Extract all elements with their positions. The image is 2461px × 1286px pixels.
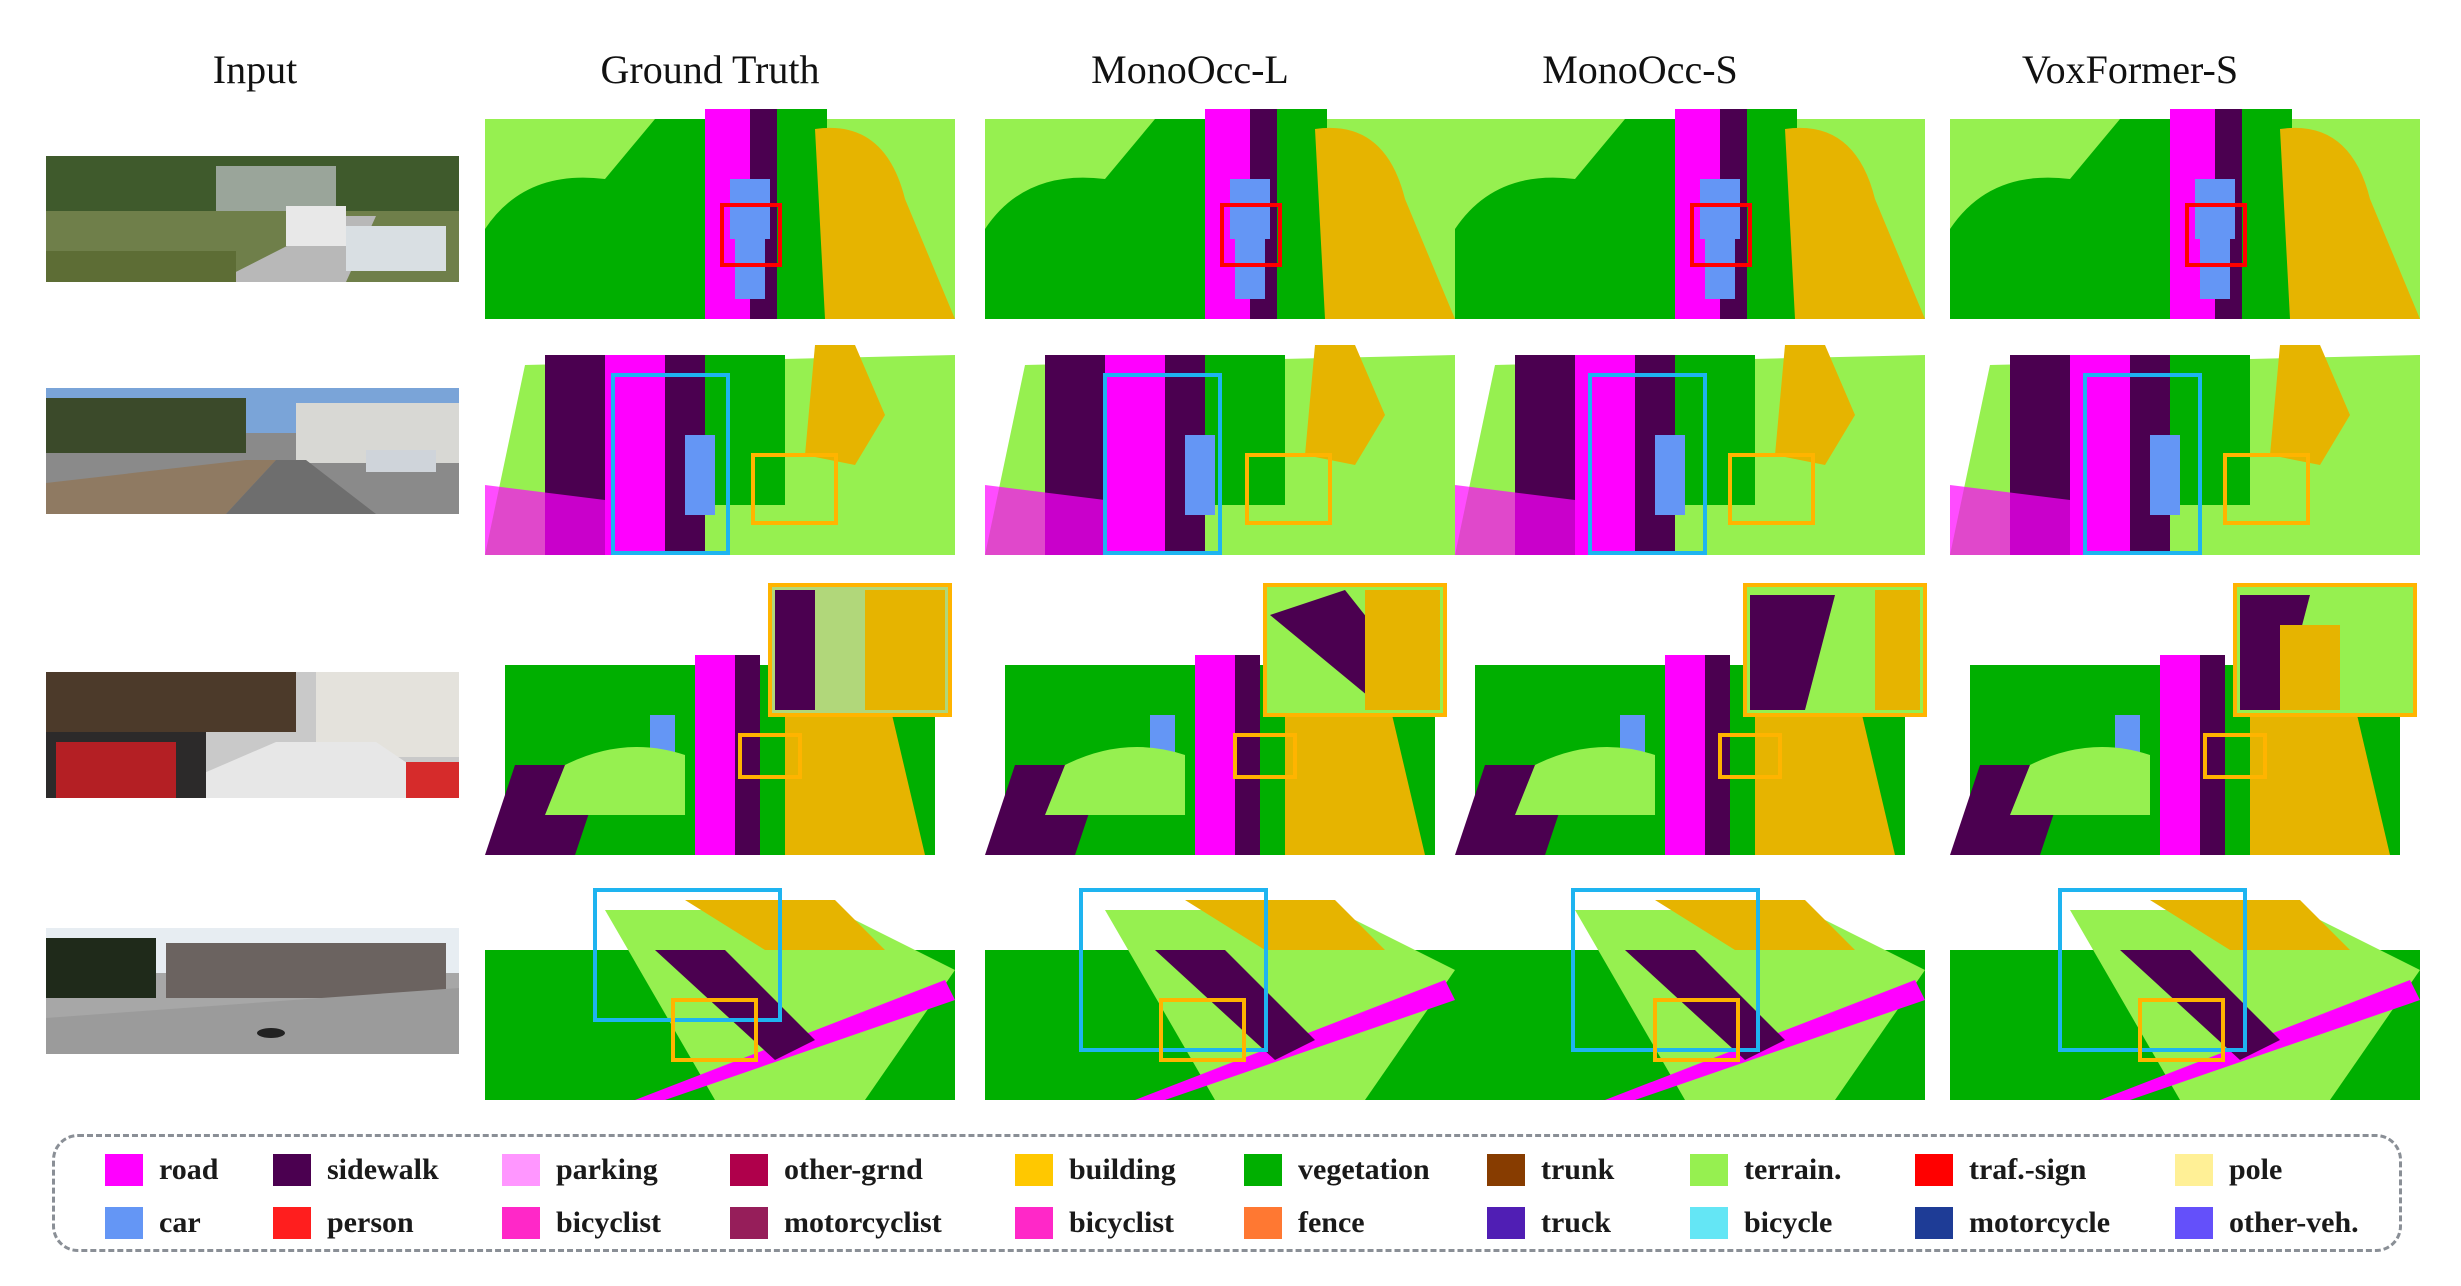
legend-label: other-grnd bbox=[784, 1153, 923, 1186]
legend-label: vegetation bbox=[1298, 1153, 1430, 1186]
legend-label: pole bbox=[2229, 1153, 2283, 1186]
legend-item-fence: fence bbox=[1244, 1205, 1365, 1241]
column-header-voxformer-s: VoxFormer-S bbox=[2021, 47, 2239, 92]
legend-swatch bbox=[1015, 1154, 1053, 1186]
column-header-monoocc-l: MonoOcc-L bbox=[1091, 47, 1289, 92]
input-image-row-2 bbox=[46, 388, 459, 514]
legend-item-terrain: terrain. bbox=[1690, 1152, 1841, 1188]
legend-label: truck bbox=[1541, 1206, 1611, 1239]
voxformer-s-prediction-row-1 bbox=[1950, 105, 2420, 323]
legend-swatch bbox=[273, 1207, 311, 1239]
legend-item-pole: pole bbox=[2175, 1152, 2282, 1188]
legend-swatch bbox=[1244, 1154, 1282, 1186]
class-legend: road sidewalk parking other-grnd buildin… bbox=[52, 1134, 2402, 1252]
legend-item-other-grnd: other-grnd bbox=[730, 1152, 923, 1188]
monoocc-s-prediction-row-2 bbox=[1455, 340, 1925, 560]
input-image-row-3 bbox=[46, 672, 459, 798]
legend-item-parking: parking bbox=[502, 1152, 658, 1188]
legend-item-trunk: trunk bbox=[1487, 1152, 1614, 1188]
input-image-row-1 bbox=[46, 156, 459, 282]
legend-item-bicyclist-2: bicyclist bbox=[1015, 1205, 1174, 1241]
legend-swatch bbox=[1915, 1207, 1953, 1239]
legend-label: bicyclist bbox=[556, 1206, 661, 1239]
input-image-row-4 bbox=[46, 928, 459, 1054]
legend-item-bicycle: bicycle bbox=[1690, 1205, 1832, 1241]
gt-prediction-row-3 bbox=[485, 583, 955, 860]
legend-label: sidewalk bbox=[327, 1153, 439, 1186]
legend-swatch bbox=[2175, 1154, 2213, 1186]
voxformer-s-prediction-row-2 bbox=[1950, 340, 2420, 560]
legend-item-traf-sign: traf.-sign bbox=[1915, 1152, 2086, 1188]
legend-item-motorcycle: motorcycle bbox=[1915, 1205, 2110, 1241]
monoocc-s-prediction-row-3 bbox=[1455, 583, 1927, 860]
legend-swatch bbox=[1915, 1154, 1953, 1186]
legend-label: terrain. bbox=[1744, 1153, 1842, 1186]
monoocc-l-prediction-row-3 bbox=[985, 583, 1455, 860]
legend-item-building: building bbox=[1015, 1152, 1176, 1188]
legend-item-person: person bbox=[273, 1205, 414, 1241]
column-header-ground-truth: Ground Truth bbox=[600, 47, 820, 92]
legend-swatch bbox=[502, 1154, 540, 1186]
legend-swatch bbox=[1690, 1154, 1728, 1186]
legend-item-car: car bbox=[105, 1205, 201, 1241]
legend-label: building bbox=[1069, 1153, 1176, 1186]
legend-label: traf.-sign bbox=[1969, 1153, 2087, 1186]
legend-item-bicyclist: bicyclist bbox=[502, 1205, 661, 1241]
monoocc-s-prediction-row-4 bbox=[1455, 880, 1925, 1110]
legend-label: bicyclist bbox=[1069, 1206, 1174, 1239]
legend-label: motorcycle bbox=[1969, 1206, 2111, 1239]
voxformer-s-prediction-row-4 bbox=[1950, 880, 2420, 1110]
legend-label: other-veh. bbox=[2229, 1206, 2359, 1239]
legend-label: motorcyclist bbox=[784, 1206, 942, 1239]
legend-swatch bbox=[1487, 1154, 1525, 1186]
legend-swatch bbox=[1244, 1207, 1282, 1239]
gt-prediction-row-1 bbox=[485, 105, 955, 323]
legend-swatch bbox=[273, 1154, 311, 1186]
legend-swatch bbox=[1487, 1207, 1525, 1239]
legend-label: person bbox=[327, 1206, 414, 1239]
legend-item-sidewalk: sidewalk bbox=[273, 1152, 439, 1188]
legend-swatch bbox=[1690, 1207, 1728, 1239]
legend-label: road bbox=[159, 1153, 219, 1186]
gt-prediction-row-4 bbox=[485, 880, 955, 1110]
column-header-monoocc-s: MonoOcc-S bbox=[1542, 47, 1738, 92]
monoocc-s-prediction-row-1 bbox=[1455, 105, 1925, 323]
legend-swatch bbox=[2175, 1207, 2213, 1239]
monoocc-l-prediction-row-2 bbox=[985, 340, 1455, 560]
legend-swatch bbox=[105, 1207, 143, 1239]
legend-label: bicycle bbox=[1744, 1206, 1833, 1239]
voxformer-s-prediction-row-3 bbox=[1950, 583, 2420, 860]
legend-label: fence bbox=[1298, 1206, 1365, 1239]
gt-prediction-row-2 bbox=[485, 340, 955, 560]
column-header-input: Input bbox=[212, 47, 298, 92]
legend-swatch bbox=[1015, 1207, 1053, 1239]
legend-item-other-veh: other-veh. bbox=[2175, 1205, 2359, 1241]
monoocc-l-prediction-row-1 bbox=[985, 105, 1455, 323]
legend-swatch bbox=[502, 1207, 540, 1239]
legend-item-motorcyclist: motorcyclist bbox=[730, 1205, 942, 1241]
legend-item-truck: truck bbox=[1487, 1205, 1611, 1241]
legend-label: trunk bbox=[1541, 1153, 1615, 1186]
legend-item-vegetation: vegetation bbox=[1244, 1152, 1430, 1188]
legend-swatch bbox=[730, 1154, 768, 1186]
legend-label: car bbox=[159, 1206, 201, 1239]
legend-swatch bbox=[105, 1154, 143, 1186]
legend-item-road: road bbox=[105, 1152, 218, 1188]
legend-swatch bbox=[730, 1207, 768, 1239]
legend-label: parking bbox=[556, 1153, 658, 1186]
monoocc-l-prediction-row-4 bbox=[985, 880, 1455, 1110]
